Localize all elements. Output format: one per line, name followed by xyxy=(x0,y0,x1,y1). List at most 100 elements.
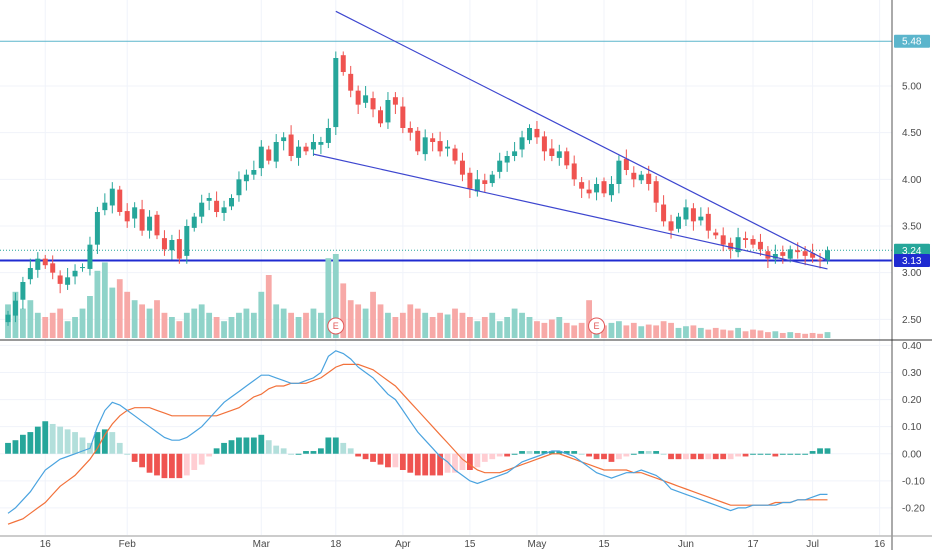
volume-bar xyxy=(265,275,272,338)
macd-histogram-bar xyxy=(452,453,458,473)
macd-histogram-bar xyxy=(258,434,265,454)
macd-histogram-bar xyxy=(79,437,86,454)
volume-bar xyxy=(534,321,540,338)
macd-histogram-bar xyxy=(459,453,466,470)
volume-bar xyxy=(250,312,257,338)
candle-body xyxy=(676,216,681,229)
macd-histogram-bar xyxy=(20,434,26,454)
macd-histogram-bar xyxy=(638,451,645,454)
volume-bar xyxy=(139,304,145,338)
candle-body xyxy=(214,200,220,212)
macd-histogram-bar xyxy=(444,453,451,473)
macd-histogram-bar xyxy=(109,432,116,454)
candle-body xyxy=(467,172,473,189)
macd-histogram-bar xyxy=(794,453,801,455)
volume-bar xyxy=(79,308,86,338)
volume-bar xyxy=(94,270,101,338)
time-tick-label: 17 xyxy=(747,539,759,550)
candle-body xyxy=(579,182,585,189)
macd-histogram-bar xyxy=(161,453,168,479)
volume-bar xyxy=(258,291,265,338)
candle-body xyxy=(94,212,100,245)
macd-histogram-bar xyxy=(705,453,712,460)
earnings-marker-label: E xyxy=(333,321,339,331)
candle-body xyxy=(772,254,778,259)
volume-bar xyxy=(429,317,436,338)
candle-body xyxy=(452,148,458,161)
volume-bar xyxy=(87,296,93,338)
volume-bar xyxy=(623,325,630,338)
volume-bar xyxy=(787,332,794,338)
macd-histogram-bar xyxy=(265,440,272,454)
macd-histogram-bar xyxy=(779,453,786,455)
volume-bar xyxy=(399,312,406,338)
candle-body xyxy=(705,213,711,231)
candle-body xyxy=(169,240,175,251)
volume-bar xyxy=(295,317,302,338)
candle-body xyxy=(12,300,18,316)
horizontal-lines xyxy=(0,40,892,262)
candle-body xyxy=(825,250,830,261)
candle-body xyxy=(392,97,398,105)
price-badge xyxy=(894,34,930,48)
time-tick-label: Jul xyxy=(806,539,819,550)
macd-histogram-bar xyxy=(727,453,734,460)
volume-bar xyxy=(347,300,354,338)
macd-histogram-bar xyxy=(183,453,190,476)
candle-body xyxy=(646,173,652,184)
volume-bar xyxy=(630,322,637,338)
volume-bar xyxy=(765,332,771,338)
macd-histogram-bar xyxy=(377,453,384,465)
volume-bar xyxy=(377,304,384,338)
volume-bar xyxy=(340,283,347,338)
candle-body xyxy=(370,98,376,110)
candle-body xyxy=(527,128,532,141)
macd-histogram-bar xyxy=(362,453,369,460)
macd-histogram-bar xyxy=(407,453,414,473)
volume-bar xyxy=(720,329,727,338)
candle-body xyxy=(266,149,272,161)
volume-bar xyxy=(57,308,64,338)
candle-body xyxy=(430,138,436,142)
volume-bar xyxy=(779,332,786,338)
candle-body xyxy=(385,100,391,123)
macd-histogram-bar xyxy=(325,437,332,454)
candle-body xyxy=(35,258,41,270)
candle-body xyxy=(333,58,339,128)
time-tick-label: 16 xyxy=(40,539,52,550)
time-tick-label: 18 xyxy=(330,539,342,550)
candle-body xyxy=(310,142,316,150)
candle-body xyxy=(184,226,190,256)
volume-bar xyxy=(325,258,332,338)
volume-bar xyxy=(362,308,369,338)
macd-lines xyxy=(7,350,828,525)
candle-body xyxy=(720,235,726,245)
time-tick-label: 15 xyxy=(464,539,476,550)
candle-body xyxy=(229,198,234,207)
volume-bar xyxy=(392,317,399,338)
macd-histogram-bar xyxy=(742,453,749,457)
candle-body xyxy=(623,158,629,170)
price-badge-label: 3.24 xyxy=(902,246,922,257)
candle-body xyxy=(236,179,242,196)
volume-bars xyxy=(5,254,831,338)
candle-body xyxy=(668,221,674,231)
earnings-marker-label: E xyxy=(594,321,600,331)
volume-bar xyxy=(236,312,242,338)
candle-body xyxy=(631,172,637,180)
candle-body xyxy=(27,268,33,280)
volume-bar xyxy=(303,312,309,338)
candle-body xyxy=(65,277,71,285)
volume-bar xyxy=(727,330,734,338)
candle-body xyxy=(243,174,249,182)
macd-histogram-bar xyxy=(146,453,153,473)
candle-body xyxy=(325,128,331,143)
indicator-tick-label: -0.20 xyxy=(902,503,925,514)
volume-bar xyxy=(586,300,592,338)
candle-body xyxy=(117,189,123,212)
candle-body xyxy=(340,55,346,72)
macd-histogram-bar xyxy=(697,453,704,460)
volume-bar xyxy=(437,312,443,338)
